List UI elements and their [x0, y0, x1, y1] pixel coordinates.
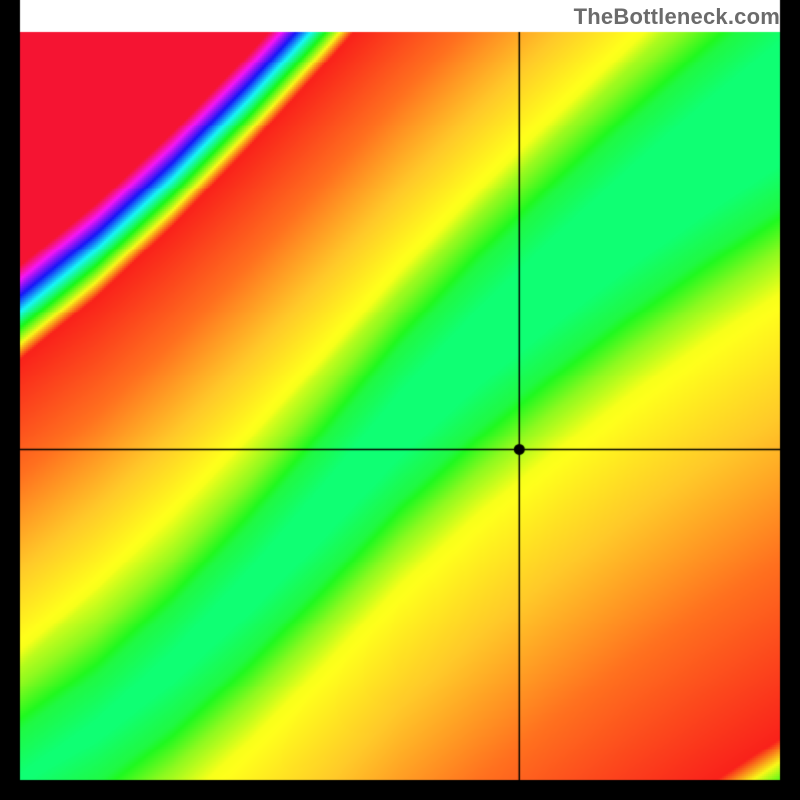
- bottleneck-heatmap-root: TheBottleneck.com: [0, 0, 800, 800]
- watermark-text: TheBottleneck.com: [574, 4, 780, 30]
- heatmap-canvas: [0, 0, 800, 800]
